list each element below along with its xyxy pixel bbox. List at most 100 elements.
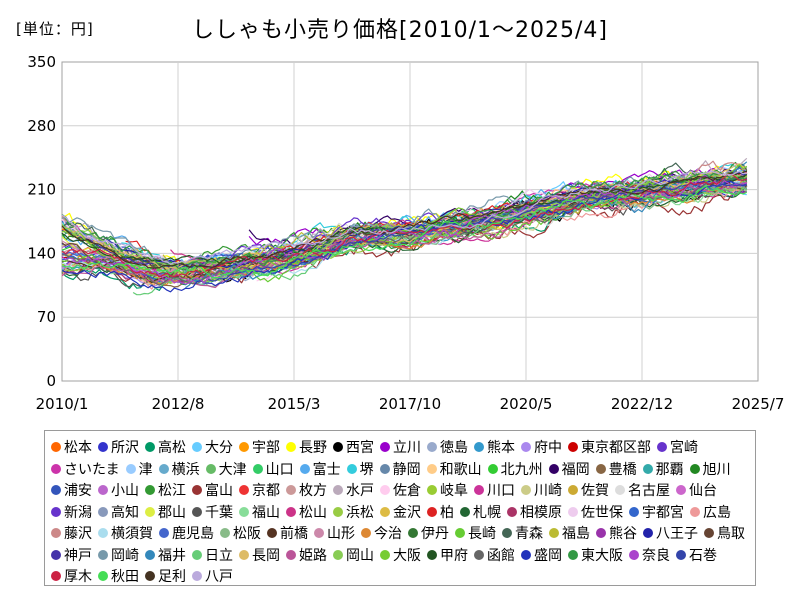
series-岡崎 (61, 172, 748, 273)
legend-marker-icon (192, 485, 202, 495)
legend-marker-icon (98, 549, 108, 560)
legend-item: 千葉 (192, 502, 233, 521)
legend-item: 山口 (252, 459, 294, 478)
legend-item: 八戸 (192, 567, 233, 586)
legend-marker-icon (427, 549, 437, 560)
legend-item: 長崎 (455, 524, 496, 543)
legend-item: 高知 (98, 502, 139, 521)
legend-marker-icon (595, 463, 606, 474)
legend-marker-icon (548, 463, 559, 474)
legend-marker-icon (568, 506, 578, 517)
legend-item: 青森 (502, 524, 543, 543)
legend-item: 和歌山 (426, 459, 482, 478)
legend-label: 名古屋 (628, 483, 670, 499)
series-line (61, 180, 748, 289)
legend-item: 府中 (521, 438, 562, 457)
legend-label: 伊丹 (421, 526, 449, 542)
legend-label: 川口 (487, 483, 515, 499)
legend-marker-icon (98, 528, 108, 538)
legend-marker-icon (252, 463, 263, 474)
legend-label: 川崎 (534, 483, 562, 499)
legend-item: 盛岡 (521, 545, 562, 564)
legend-label: 枚方 (299, 483, 327, 499)
legend-item: 佐世保 (568, 502, 623, 521)
legend-marker-icon (145, 506, 155, 517)
legend-label: 富士 (312, 461, 341, 478)
legend-label: 横須賀 (111, 526, 153, 542)
legend-label: 姫路 (299, 547, 327, 564)
unit-label: [単位：円] (16, 20, 94, 38)
legend-label: 宇都宮 (642, 504, 684, 521)
legend-item: 伊丹 (408, 524, 449, 543)
legend-item: 佐賀 (568, 481, 609, 500)
legend-item: 高松 (145, 438, 186, 457)
legend-marker-icon (98, 571, 108, 581)
legend-item: 水戸 (333, 481, 374, 500)
legend-label: 長岡 (252, 547, 280, 564)
legend-label: 佐世保 (581, 504, 623, 521)
legend-marker-icon (596, 528, 606, 538)
legend-marker-icon (704, 528, 714, 538)
series-line (207, 182, 747, 282)
legend-item: 名古屋 (615, 481, 670, 500)
legend-label: 府中 (534, 440, 562, 456)
legend-label: 石巻 (689, 547, 717, 564)
legend-item: 藤沢 (51, 524, 92, 543)
legend-label: 東大阪 (581, 547, 623, 564)
legend-item: 静岡 (379, 459, 421, 478)
y-tick-label: 0 (46, 372, 56, 390)
legend-item: 枚方 (286, 481, 327, 500)
legend-marker-icon (333, 442, 343, 452)
legend-item: 豊橋 (595, 459, 637, 478)
legend-item: 東京都区部 (568, 438, 651, 457)
legend-item: 神戸 (51, 545, 92, 564)
legend-item: 八王子 (643, 524, 698, 543)
legend-marker-icon (333, 549, 343, 560)
legend-item: 宇部 (239, 438, 280, 457)
legend-label: 岡崎 (111, 547, 139, 564)
legend-marker-icon (51, 463, 61, 474)
legend-item: 鹿児島 (159, 524, 214, 543)
legend-marker-icon (549, 528, 559, 538)
legend-item: 秋田 (98, 567, 139, 586)
legend-item: 西宮 (333, 438, 374, 457)
legend-marker-icon (239, 485, 249, 495)
legend-item: 姫路 (286, 545, 327, 564)
legend-item: 松阪 (220, 524, 261, 543)
legend-item: 川口 (474, 481, 515, 500)
legend-item: 松江 (145, 481, 186, 500)
legend-label: 大津 (218, 461, 247, 478)
legend-marker-icon (192, 571, 202, 581)
legend-marker-icon (474, 485, 484, 495)
legend-label: 京都 (252, 483, 280, 499)
legend-item: 厚木 (51, 567, 92, 586)
legend-label: 佐倉 (393, 483, 421, 499)
legend-item: 徳島 (427, 438, 468, 457)
legend-marker-icon (299, 463, 310, 474)
line-chart: 0 70 140 210 280 350 2010/1 2012/8 2015/3 2017/1… (27, 53, 784, 413)
legend-label: 甲府 (440, 547, 468, 564)
legend-item: 福井 (145, 545, 186, 564)
legend-label: 函館 (487, 547, 515, 564)
series-大阪 (61, 164, 748, 280)
x-tick-label: 2012/8 (152, 395, 205, 413)
legend-label: 八戸 (205, 569, 233, 585)
legend-item: 浦安 (51, 481, 92, 500)
legend-label: 日立 (205, 547, 233, 564)
legend-item: 石巻 (676, 545, 717, 564)
legend-label: 富山 (205, 483, 233, 499)
legend-marker-icon (408, 528, 418, 538)
legend-item: 今治 (361, 524, 402, 543)
legend-item: 福岡 (548, 459, 590, 478)
legend-label: 所沢 (111, 440, 139, 456)
legend-label: 松阪 (233, 526, 261, 542)
legend-marker-icon (426, 463, 437, 474)
legend-marker-icon (642, 463, 653, 474)
legend-marker-icon (51, 571, 61, 581)
legend-item: 岐阜 (427, 481, 468, 500)
legend-marker-icon (474, 442, 484, 452)
y-tick-label: 280 (27, 117, 56, 135)
legend-label: 足利 (158, 569, 186, 585)
legend-item: 立川 (380, 438, 421, 457)
legend-marker-icon (379, 463, 390, 474)
